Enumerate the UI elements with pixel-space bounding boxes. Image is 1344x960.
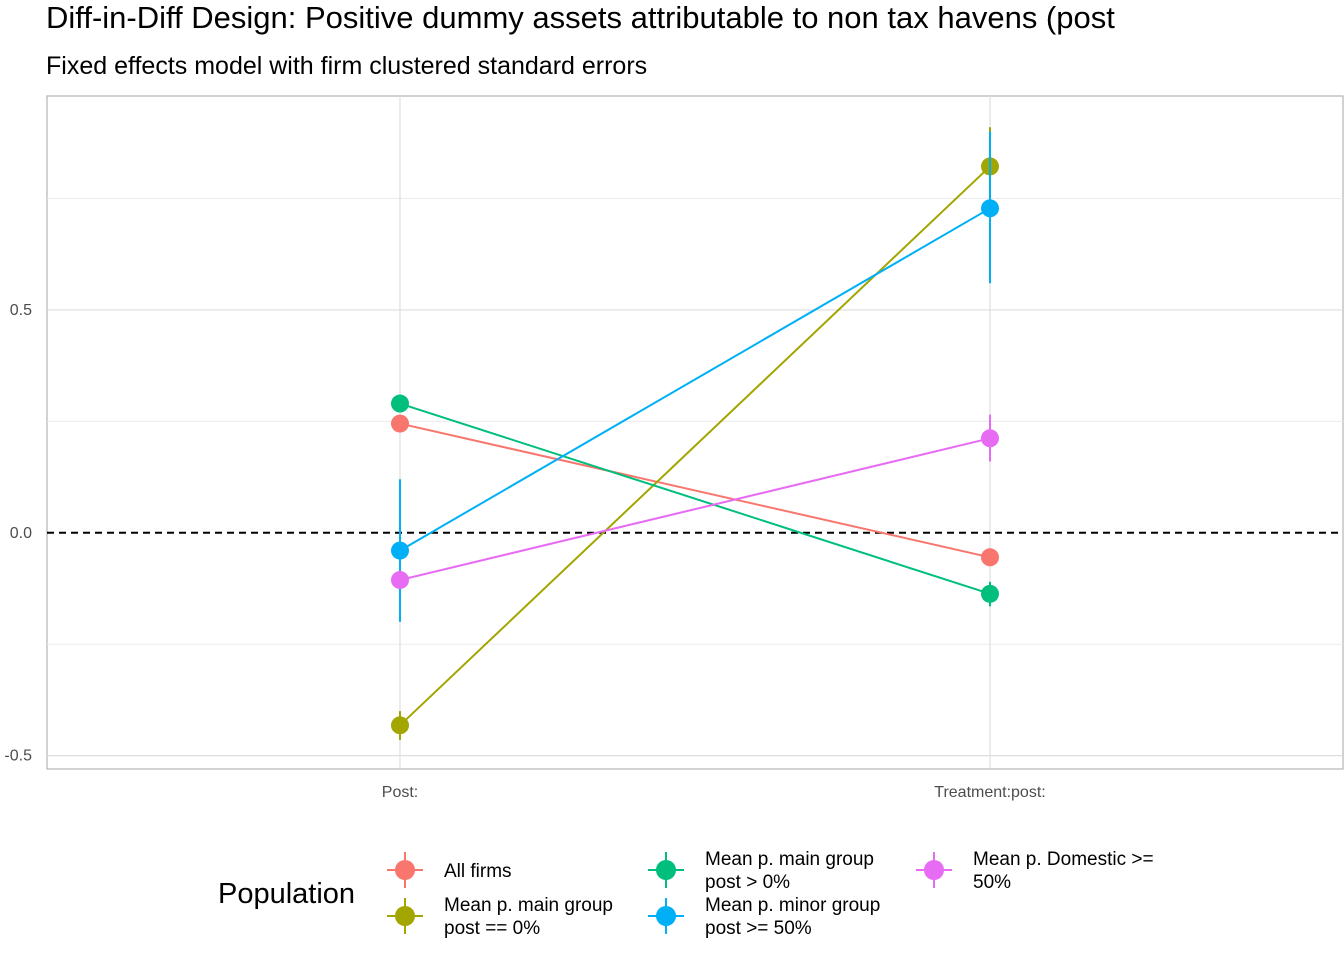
panel-border	[46, 95, 1344, 770]
series-line	[399, 165, 991, 727]
data-point	[391, 541, 409, 560]
x-tick-label: Post:	[382, 784, 418, 801]
series-line	[399, 207, 991, 552]
data-point	[391, 414, 409, 433]
data-point	[981, 548, 999, 567]
legend-label: All firms	[444, 861, 512, 882]
x-tick-label: Treatment:post:	[934, 784, 1045, 801]
legend-label: Mean p. main group	[444, 895, 613, 916]
plot-panel	[46, 95, 1344, 770]
series-line	[399, 437, 991, 581]
y-tick-label: 0.0	[10, 525, 32, 542]
legend-key-point	[395, 906, 415, 926]
data-point	[391, 394, 409, 413]
series-line	[399, 402, 991, 595]
legend-key-point	[924, 860, 944, 880]
chart-title: Diff-in-Diff Design: Positive dummy asse…	[46, 0, 1115, 35]
legend-title: Population	[218, 878, 355, 910]
series-line	[399, 422, 991, 559]
legend-item: All firms	[387, 852, 512, 888]
data-point	[981, 199, 999, 218]
y-tick-label: 0.5	[10, 302, 32, 319]
y-tick-label: -0.5	[4, 748, 32, 765]
legend-item: Mean p. Domestic >=50%	[916, 849, 1154, 893]
legend-key-point	[656, 860, 676, 880]
legend-key-point	[395, 860, 415, 880]
data-point	[391, 571, 409, 590]
legend-label: post >= 50%	[705, 918, 812, 939]
data-point	[981, 429, 999, 448]
legend-label: Mean p. Domestic >=	[973, 849, 1154, 870]
legend-label: post > 0%	[705, 872, 790, 893]
chart-subtitle: Fixed effects model with firm clustered …	[46, 52, 647, 80]
data-point	[981, 584, 999, 603]
legend-label: Mean p. main group	[705, 849, 874, 870]
legend-key-point	[656, 906, 676, 926]
legend-label: Mean p. minor group	[705, 895, 880, 916]
legend-label: 50%	[973, 872, 1011, 893]
legend-label: post == 0%	[444, 918, 540, 939]
data-marks	[47, 127, 1343, 741]
data-point	[391, 716, 409, 735]
axes: -0.5 0.0 0.5 Post: Treatment:post:	[4, 302, 1045, 801]
